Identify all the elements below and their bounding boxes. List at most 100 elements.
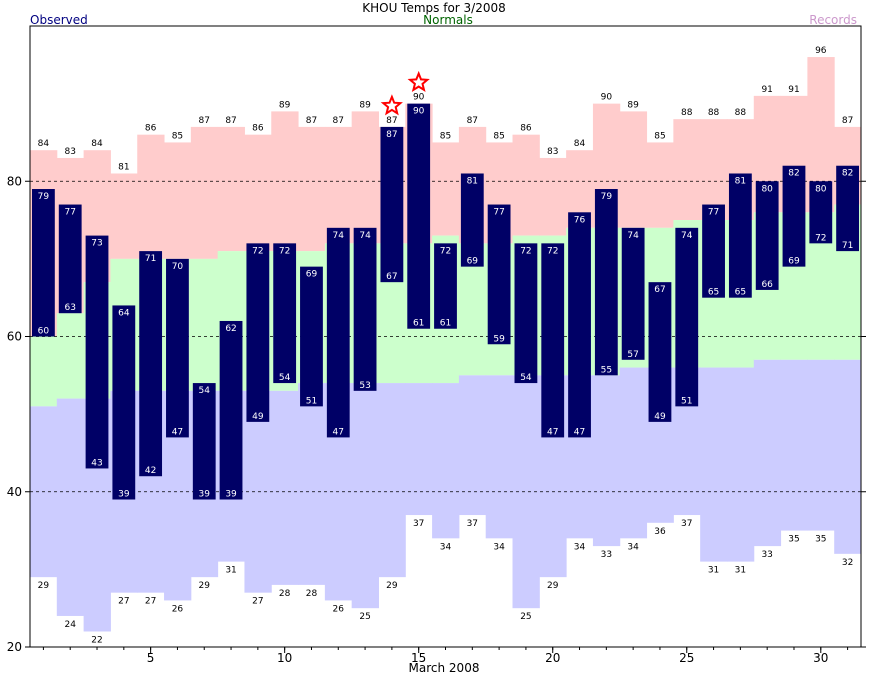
- observed-low-label: 61: [440, 319, 451, 329]
- observed-bar: [782, 165, 806, 267]
- observed-high-label: 67: [654, 285, 665, 295]
- record-high-band: [512, 134, 540, 236]
- observed-low-label: 65: [708, 288, 719, 298]
- observed-low-label: 47: [547, 427, 558, 437]
- observed-low-label: 69: [467, 257, 479, 267]
- observed-bar: [621, 227, 645, 360]
- record-low-label: 29: [199, 581, 211, 591]
- record-high-label: 91: [761, 85, 772, 95]
- normal-band: [30, 336, 58, 407]
- record-high-label: 86: [145, 124, 157, 134]
- record-high-label: 87: [467, 116, 478, 126]
- observed-low-label: 60: [38, 327, 50, 337]
- record-stars-layer: [380, 70, 430, 116]
- observed-high-label: 79: [601, 192, 613, 202]
- record-high-band: [244, 134, 272, 252]
- record-high-label: 85: [440, 131, 451, 141]
- record-low-label: 26: [172, 604, 184, 614]
- record-high-label: 81: [118, 162, 129, 172]
- observed-low-label: 65: [735, 288, 746, 298]
- observed-high-label: 73: [91, 239, 102, 249]
- record-low-label: 25: [520, 612, 531, 622]
- record-low-label: 34: [574, 542, 586, 552]
- record-star-icon: [380, 94, 403, 116]
- observed-high-label: 72: [279, 246, 290, 256]
- observed-high-label: 72: [547, 246, 558, 256]
- observed-high-label: 72: [252, 246, 263, 256]
- record-low-label: 27: [118, 597, 129, 607]
- record-low-band: [485, 375, 514, 539]
- observed-bar: [809, 181, 833, 244]
- observed-low-label: 54: [279, 373, 291, 383]
- observed-bar: [568, 212, 591, 438]
- observed-high-label: 79: [38, 192, 50, 202]
- legend-normals: Normals: [423, 13, 473, 27]
- observed-bar: [273, 243, 297, 384]
- record-high-band: [432, 142, 460, 236]
- observed-bar: [836, 165, 859, 252]
- observed-high-label: 82: [788, 169, 799, 179]
- observed-bar: [380, 126, 404, 283]
- observed-high-label: 62: [225, 324, 236, 334]
- observed-high-label: 70: [172, 262, 184, 272]
- record-high-label: 96: [815, 46, 827, 56]
- record-high-label: 90: [601, 93, 613, 103]
- record-low-band: [378, 383, 406, 578]
- record-low-band: [807, 359, 835, 531]
- record-high-band: [619, 111, 648, 228]
- record-low-label: 35: [788, 535, 799, 545]
- observed-low-label: 61: [413, 319, 424, 329]
- observed-low-label: 67: [386, 272, 397, 282]
- observed-bar: [702, 204, 725, 298]
- observed-low-label: 43: [91, 458, 102, 468]
- observed-high-label: 69: [306, 270, 318, 280]
- observed-low-label: 72: [815, 233, 826, 243]
- record-high-label: 83: [547, 147, 558, 157]
- observed-bar: [728, 173, 752, 298]
- record-low-band: [298, 383, 326, 585]
- observed-high-label: 64: [118, 308, 130, 318]
- record-low-label: 28: [306, 589, 318, 599]
- observed-high-label: 72: [440, 246, 451, 256]
- record-low-band: [351, 383, 379, 609]
- record-high-label: 88: [681, 108, 693, 118]
- normal-band: [56, 313, 85, 399]
- observed-high-label: 81: [467, 176, 478, 186]
- record-high-band: [217, 126, 245, 252]
- observed-high-label: 80: [761, 184, 773, 194]
- x-axis-label: March 2008: [409, 661, 480, 675]
- record-low-label: 37: [681, 519, 692, 529]
- record-high-label: 83: [64, 147, 75, 157]
- record-low-band: [432, 383, 460, 539]
- observed-bar: [58, 204, 82, 314]
- y-tick-label: 40: [7, 485, 22, 499]
- record-high-label: 87: [842, 116, 853, 126]
- record-high-label: 86: [252, 124, 264, 134]
- observed-bar: [594, 189, 618, 376]
- normal-band: [190, 258, 219, 391]
- record-low-label: 37: [413, 519, 424, 529]
- observed-low-label: 49: [252, 412, 264, 422]
- record-high-band: [298, 126, 326, 252]
- record-low-label: 29: [547, 581, 559, 591]
- observed-bar: [487, 204, 511, 345]
- record-low-label: 27: [252, 597, 263, 607]
- observed-high-label: 74: [333, 231, 345, 241]
- record-high-band: [539, 157, 567, 236]
- chart-title: KHOU Temps for 3/2008: [362, 1, 506, 15]
- observed-high-label: 76: [574, 215, 586, 225]
- observed-high-label: 72: [520, 246, 531, 256]
- record-labels-layer: 84 29 83 24 84 22 81 27 86 27 85 26 87 29 87 31 86 27 89 28…: [38, 46, 854, 645]
- observed-high-label: 81: [735, 176, 746, 186]
- record-high-label: 90: [413, 93, 425, 103]
- record-high-label: 87: [386, 116, 397, 126]
- record-low-label: 31: [225, 566, 236, 576]
- observed-bar: [541, 243, 565, 438]
- observed-low-label: 54: [520, 373, 532, 383]
- observed-bar: [219, 320, 243, 500]
- x-tick-label: 5: [147, 651, 155, 665]
- record-high-band: [110, 173, 138, 259]
- observed-bar: [353, 227, 377, 391]
- x-tick-label: 20: [545, 651, 560, 665]
- record-high-band: [351, 111, 379, 244]
